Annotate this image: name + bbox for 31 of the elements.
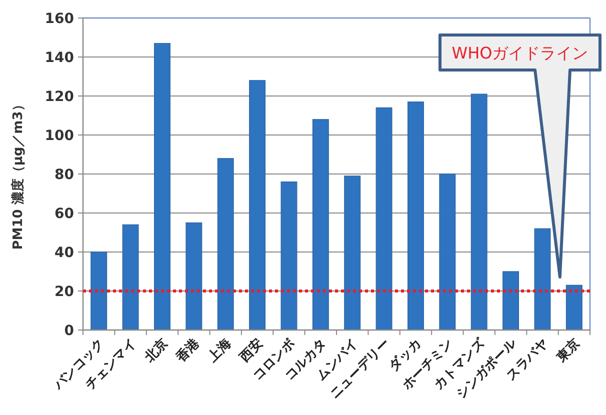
ref-line-label: WHOガイドライン: [452, 44, 588, 62]
bar: [280, 182, 298, 330]
bar: [90, 252, 108, 330]
y-tick-label: 40: [54, 245, 74, 261]
x-tick-label: 北京: [140, 336, 172, 366]
y-tick-label: 80: [54, 167, 74, 183]
bar: [502, 271, 520, 330]
bar: [217, 158, 234, 330]
x-tick-label: 東京: [552, 336, 583, 366]
bar: [186, 222, 202, 330]
y-tick-label: 60: [54, 206, 74, 222]
bar: [344, 176, 361, 330]
y-tick-label: 120: [44, 89, 74, 105]
bar: [312, 119, 329, 330]
y-tick-label: 100: [44, 128, 74, 144]
y-tick-label: 140: [44, 50, 74, 66]
bar: [249, 80, 266, 330]
y-tick-label: 20: [54, 284, 74, 300]
x-tick-label: 香港: [172, 334, 204, 366]
y-axis-title: PM10 濃度（μg／m3）: [10, 98, 26, 250]
bar: [376, 107, 392, 330]
bar: [407, 102, 424, 330]
bar: [154, 43, 170, 330]
bar: [566, 284, 582, 330]
y-tick-label: 160: [44, 11, 74, 27]
bar: [470, 94, 488, 330]
x-tick-label: 上海: [204, 336, 234, 366]
y-tick-label: 0: [64, 323, 74, 339]
bar: [122, 224, 139, 330]
bar: [439, 174, 456, 330]
bar: [534, 228, 551, 330]
